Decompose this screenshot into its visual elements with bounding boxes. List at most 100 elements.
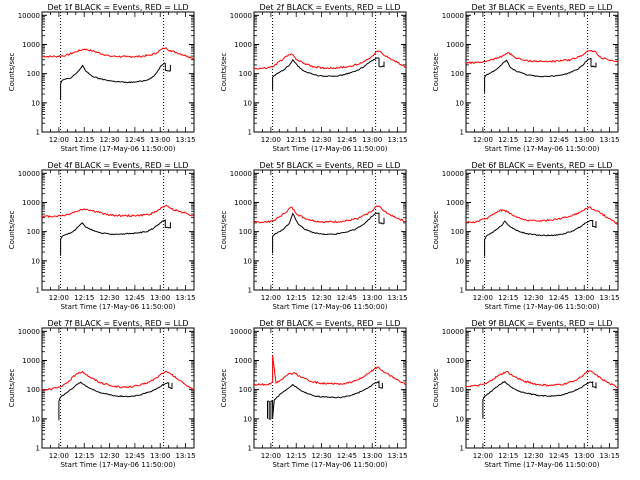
x-tick-label: 13:15: [175, 136, 195, 144]
y-tick-label: 1: [36, 445, 40, 453]
y-tick-label: 1: [36, 129, 40, 137]
x-tick-label: 12:15: [498, 136, 518, 144]
x-axis-label: Start Time (17-May-06 11:50:00): [484, 461, 599, 469]
y-tick-label: 10000: [442, 12, 464, 20]
plot-frame: [465, 11, 619, 133]
y-axis-label: Counts/sec: [220, 369, 228, 408]
lld-series-line: [41, 205, 195, 219]
lld-series-line: [253, 355, 407, 386]
y-tick-label: 10: [243, 415, 252, 423]
y-tick-label: 100: [27, 228, 40, 236]
y-tick-label: 10000: [18, 328, 40, 336]
y-axis-label: Counts/sec: [220, 53, 228, 92]
x-tick-label: 13:15: [175, 452, 195, 460]
chart-panel-6: Det 6f BLACK = Events, RED = LLD 1 10 100 10…: [432, 161, 620, 311]
chart-panel-3: Det 3f BLACK = Events, RED = LLD 1 10 100 10…: [432, 3, 620, 153]
x-axis-label: Start Time (17-May-06 11:50:00): [272, 303, 387, 311]
x-tick-label: 12:30: [99, 136, 119, 144]
y-tick-label: 10000: [18, 170, 40, 178]
y-tick-label: 1: [460, 287, 464, 295]
y-tick-label: 10: [31, 99, 40, 107]
x-tick-label: 12:30: [523, 136, 543, 144]
y-tick-label: 1: [248, 129, 252, 137]
y-tick-label: 1000: [22, 199, 40, 207]
y-tick-label: 1: [248, 287, 252, 295]
y-tick-label: 1: [460, 445, 464, 453]
x-tick-label: 12:15: [498, 294, 518, 302]
y-tick-label: 100: [451, 386, 464, 394]
y-tick-label: 100: [239, 228, 252, 236]
y-tick-label: 1000: [22, 357, 40, 365]
panel-title: Det 7f BLACK = Events, RED = LLD: [47, 319, 188, 328]
y-tick-label: 100: [239, 70, 252, 78]
lld-series-line: [253, 50, 407, 70]
x-tick-label: 12:30: [311, 136, 331, 144]
y-tick-label: 1000: [234, 357, 252, 365]
events-series-line: [267, 380, 383, 420]
panel-title: Det 2f BLACK = Events, RED = LLD: [259, 3, 400, 12]
plot-frame: [253, 169, 407, 291]
y-tick-label: 10: [455, 257, 464, 265]
x-axis-label: Start Time (17-May-06 11:50:00): [484, 303, 599, 311]
y-tick-label: 10: [243, 257, 252, 265]
events-series-line: [272, 57, 385, 92]
y-tick-label: 10000: [442, 170, 464, 178]
y-tick-label: 1000: [446, 41, 464, 49]
y-tick-label: 1000: [446, 357, 464, 365]
y-tick-label: 10: [455, 415, 464, 423]
x-tick-label: 13:00: [574, 136, 594, 144]
y-tick-label: 100: [27, 386, 40, 394]
y-tick-label: 100: [451, 228, 464, 236]
y-tick-label: 1000: [234, 199, 252, 207]
x-tick-label: 12:30: [523, 452, 543, 460]
events-series-line: [482, 380, 597, 419]
x-tick-label: 12:00: [473, 294, 493, 302]
x-tick-label: 12:15: [286, 452, 306, 460]
y-tick-label: 100: [451, 70, 464, 78]
x-axis-label: Start Time (17-May-06 11:50:00): [484, 145, 599, 153]
panel-title: Det 8f BLACK = Events, RED = LLD: [259, 319, 400, 328]
x-tick-label: 12:15: [498, 452, 518, 460]
panel-title: Det 4f BLACK = Events, RED = LLD: [47, 161, 188, 170]
x-tick-label: 12:30: [99, 294, 119, 302]
x-tick-label: 13:00: [150, 452, 170, 460]
x-tick-label: 13:00: [574, 294, 594, 302]
x-tick-label: 12:30: [311, 294, 331, 302]
y-tick-label: 10: [243, 99, 252, 107]
x-tick-label: 13:15: [387, 136, 407, 144]
events-series-line: [272, 212, 385, 254]
y-axis-label: Counts/sec: [8, 369, 16, 408]
lld-series-line: [42, 47, 195, 60]
plot-frame: [253, 327, 407, 449]
x-tick-label: 13:00: [362, 136, 382, 144]
chart-panel-4: Det 4f BLACK = Events, RED = LLD 1 10 100 10…: [8, 161, 196, 311]
x-tick-label: 12:45: [337, 294, 357, 302]
y-tick-label: 10000: [230, 328, 252, 336]
events-series-line: [60, 219, 171, 256]
y-axis-label: Counts/sec: [220, 211, 228, 250]
lld-series-line: [253, 205, 407, 224]
chart-panel-9: Det 9f BLACK = Events, RED = LLD 1 10 100 10…: [432, 319, 620, 469]
lld-series-line: [465, 206, 619, 225]
panel-title: Det 3f BLACK = Events, RED = LLD: [471, 3, 612, 12]
y-axis-label: Counts/sec: [8, 211, 16, 250]
x-tick-label: 13:15: [387, 294, 407, 302]
x-tick-label: 12:30: [99, 452, 119, 460]
events-series-line: [60, 62, 171, 100]
chart-panel-7: Det 7f BLACK = Events, RED = LLD 1 10 100 10…: [8, 319, 196, 469]
events-series-line: [58, 381, 173, 421]
y-axis-label: Counts/sec: [432, 211, 440, 250]
x-tick-label: 12:15: [286, 294, 306, 302]
y-tick-label: 1000: [446, 199, 464, 207]
y-tick-label: 10: [31, 415, 40, 423]
y-axis-label: Counts/sec: [8, 53, 16, 92]
y-axis-label: Counts/sec: [432, 53, 440, 92]
x-tick-label: 13:15: [175, 294, 195, 302]
x-tick-label: 12:45: [549, 294, 569, 302]
x-tick-label: 13:15: [599, 136, 619, 144]
panel-title: Det 9f BLACK = Events, RED = LLD: [471, 319, 612, 328]
y-tick-label: 100: [27, 70, 40, 78]
x-tick-label: 12:30: [523, 294, 543, 302]
x-tick-label: 12:00: [49, 294, 69, 302]
